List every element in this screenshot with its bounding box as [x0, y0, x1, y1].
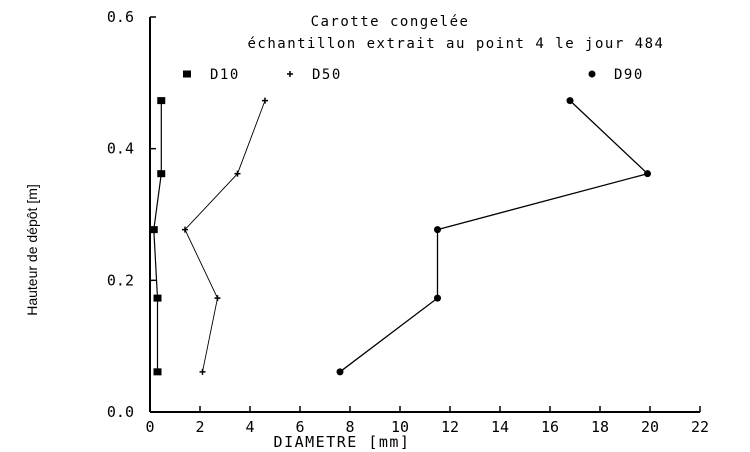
series-d50-point: [214, 295, 221, 302]
series-d90-point: [434, 294, 441, 302]
series-d50-point: [262, 97, 268, 104]
series-d50-line: [184, 100, 266, 372]
x-tick-label: 8: [345, 418, 354, 436]
x-tick-label: 4: [245, 418, 254, 436]
legend-d10: D10: [183, 67, 240, 83]
series-d90-point: [434, 226, 441, 234]
series-d10-line: [153, 100, 162, 372]
legend-d50-label: D50: [312, 67, 342, 83]
series-d10-point: [157, 97, 166, 105]
x-tick-label: 2: [195, 418, 204, 436]
series-d10-point: [153, 294, 162, 302]
series-d50-point: [234, 170, 241, 177]
x-tick-label: 14: [491, 418, 509, 436]
series-d90-point: [566, 97, 574, 105]
legend-d90-marker: [588, 70, 596, 78]
series-d90-line: [339, 100, 649, 373]
x-tick-label: 22: [691, 418, 709, 436]
legend-d10-label: D10: [210, 67, 240, 83]
series-d50-point: [199, 368, 206, 375]
series-d90: [336, 97, 651, 376]
series-d10-point: [153, 368, 162, 376]
legend-d50-marker: [287, 71, 293, 77]
series-layer: [149, 97, 651, 376]
y-tick-label: 0.2: [107, 271, 134, 289]
y-tick-label: 0.0: [107, 403, 134, 421]
x-tick-label: 0: [145, 418, 154, 436]
series-d50: [182, 97, 268, 375]
chart-title: Carotte congelée: [311, 14, 470, 30]
x-axis-label: DIAMETRE [mm]: [274, 433, 411, 451]
legend-d90-label: D90: [614, 67, 644, 83]
series-d10-point: [157, 170, 166, 178]
x-tick-label: 6: [295, 418, 304, 436]
series-d50-point: [182, 226, 188, 233]
x-tick-label: 18: [591, 418, 609, 436]
x-tick-label: 12: [441, 418, 459, 436]
legend-d10-marker: [183, 70, 191, 78]
x-tick-label: 16: [541, 418, 559, 436]
series-d90-point: [644, 170, 651, 178]
y-tick-label: 0.4: [107, 140, 134, 158]
y-axis-label: Hauteur de dépôt [m]: [24, 184, 40, 316]
legend: D10 D50 D90: [183, 67, 644, 83]
y-tick-label: 0.6: [107, 8, 134, 26]
axes: 0 2 4 6 8 10 12 14 16 18 20 22 0.0 0.2 0.4 0.6: [107, 8, 709, 436]
legend-d50: D50: [287, 67, 342, 83]
series-d90-point: [336, 368, 344, 376]
chart-subtitle: échantillon extrait au point 4 le jour 4…: [247, 36, 664, 52]
x-tick-label: 20: [641, 418, 659, 436]
x-tick-label: 10: [391, 418, 409, 436]
series-d10: [149, 97, 166, 376]
series-d10-point: [149, 226, 158, 234]
legend-d90: D90: [588, 67, 644, 83]
